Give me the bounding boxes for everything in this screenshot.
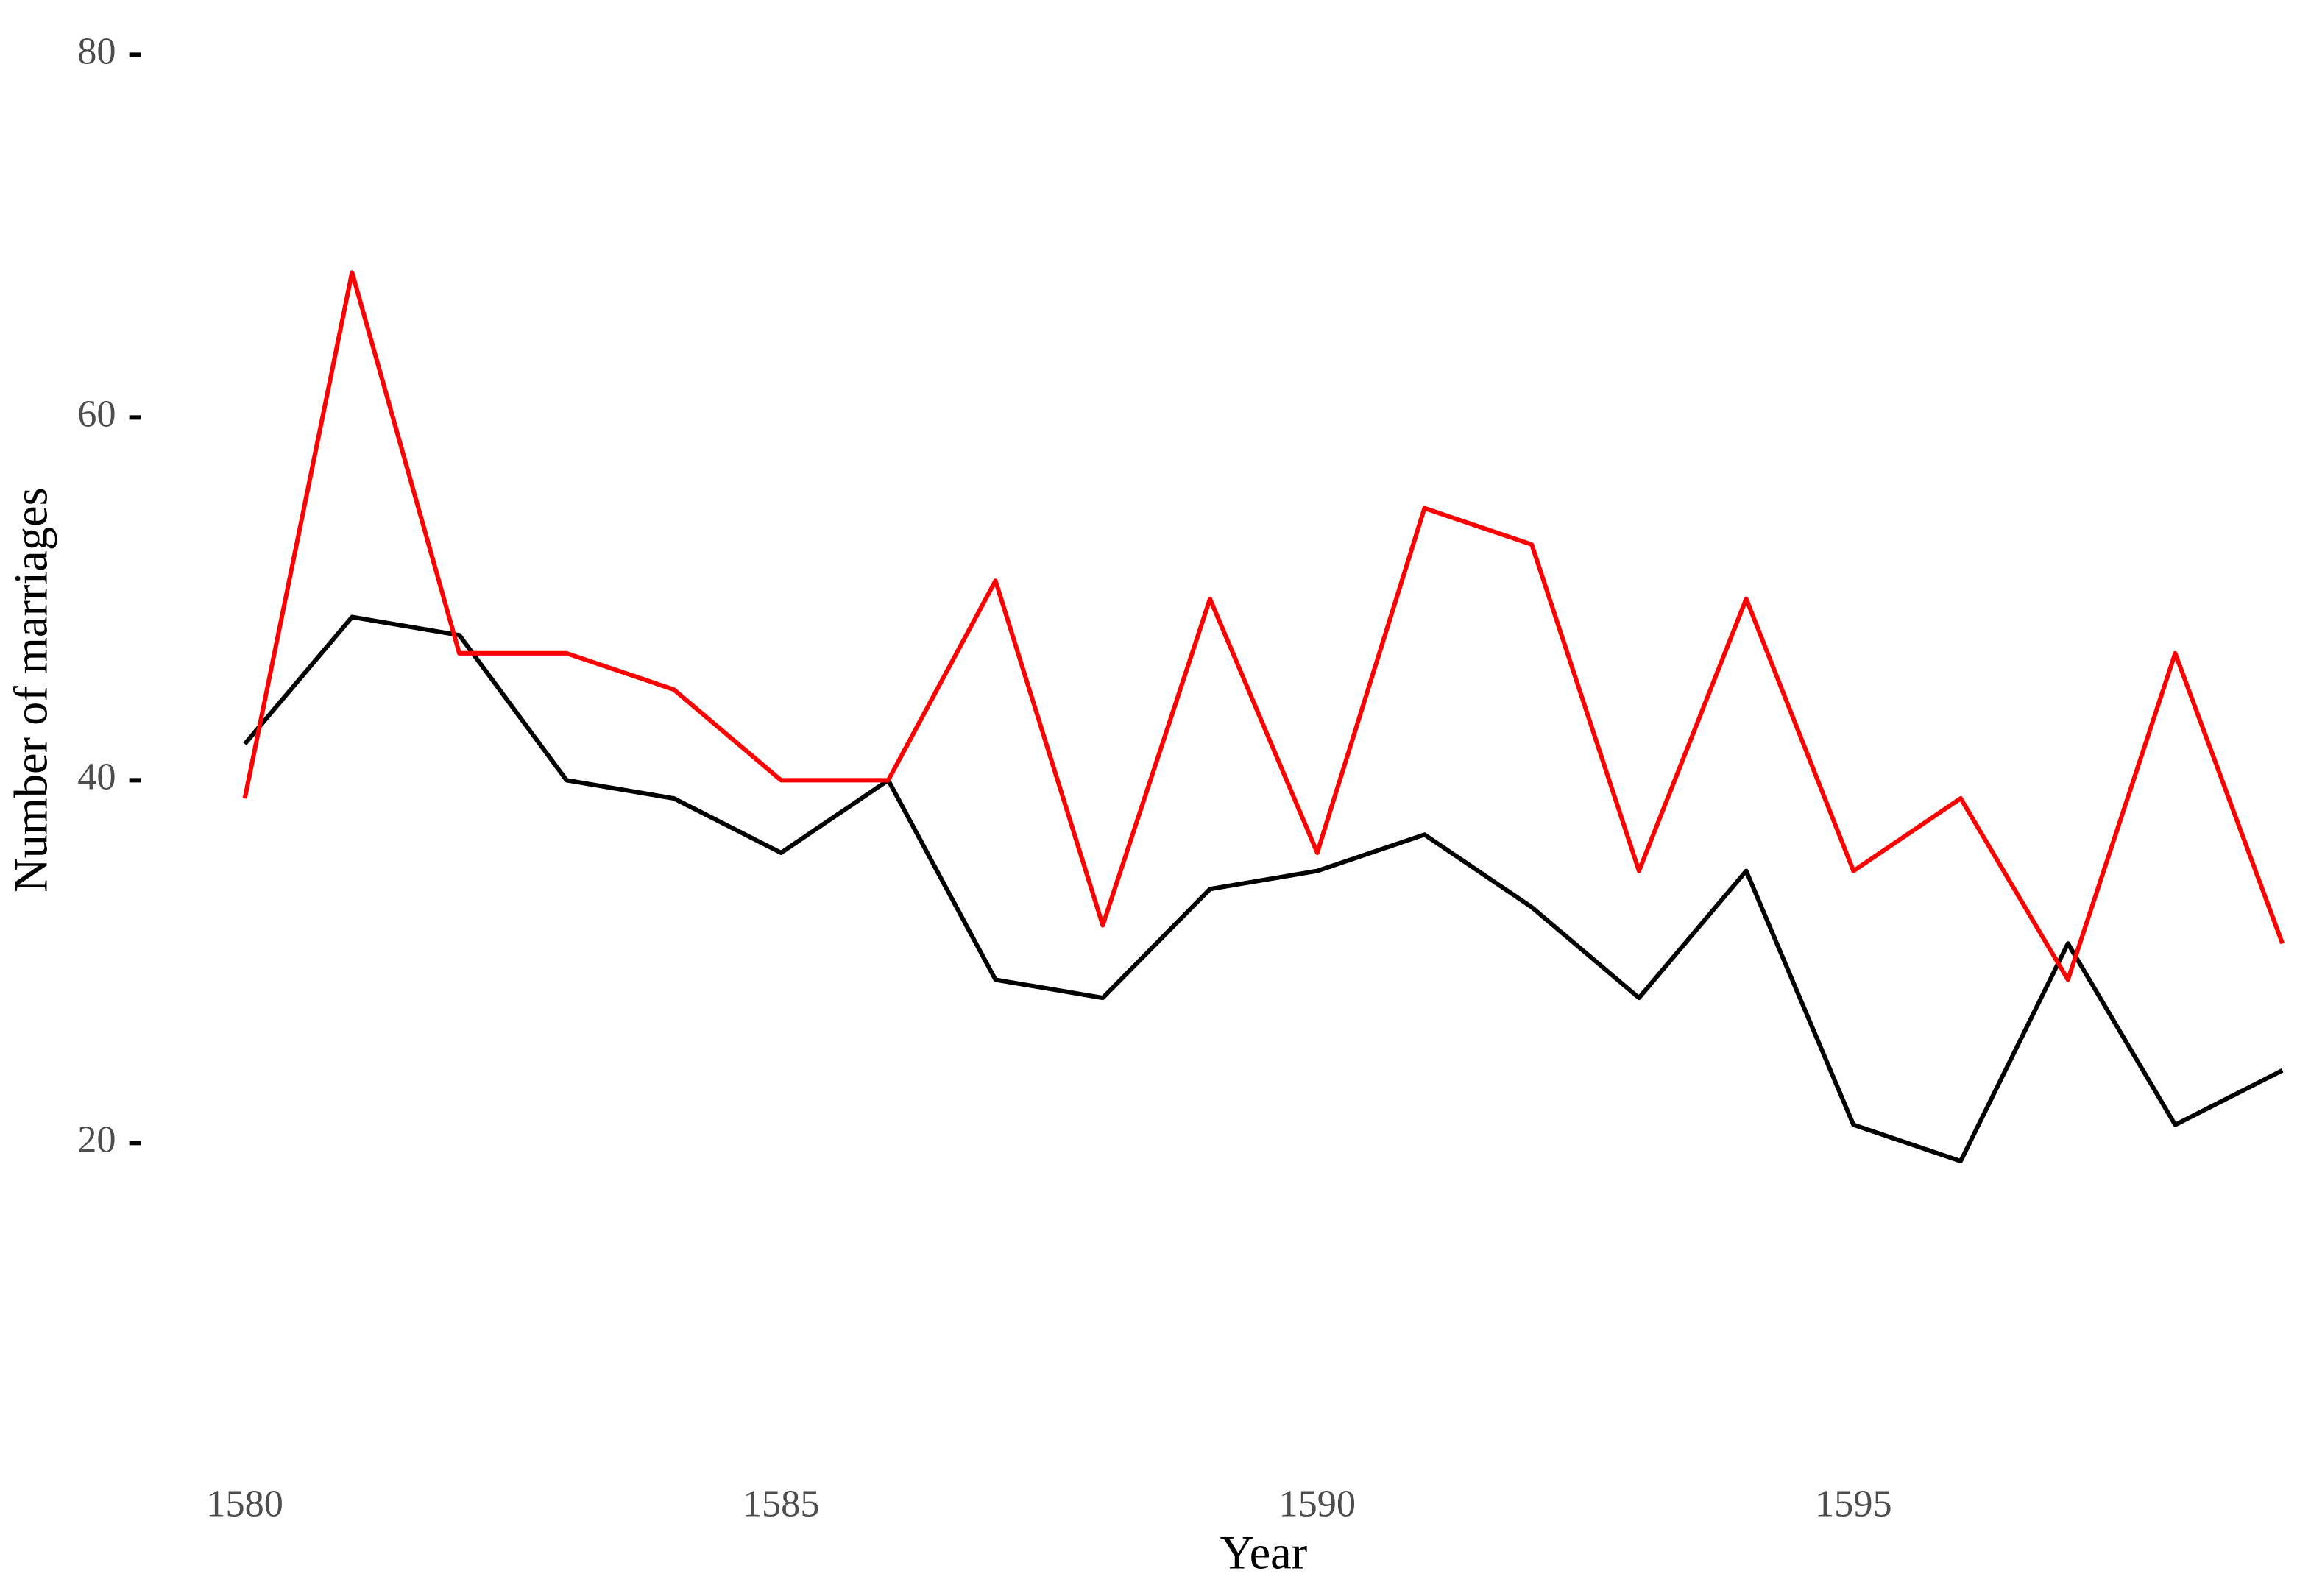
series-line (243, 614, 2284, 1163)
series-line (242, 270, 2285, 982)
y-tick-label: 40 (77, 755, 116, 798)
x-tick-label: 1590 (1278, 1482, 1356, 1525)
x-axis-title: Year (1220, 1526, 1308, 1578)
x-tick-label: 1580 (206, 1482, 283, 1525)
x-tick-label: 1585 (743, 1482, 820, 1525)
y-tick-label: 80 (77, 29, 116, 72)
y-tick-label: 60 (77, 392, 116, 435)
y-axis-title: Number of marriages (5, 487, 57, 893)
x-tick-label: 1595 (1815, 1482, 1892, 1525)
y-tick-label: 20 (77, 1118, 116, 1160)
